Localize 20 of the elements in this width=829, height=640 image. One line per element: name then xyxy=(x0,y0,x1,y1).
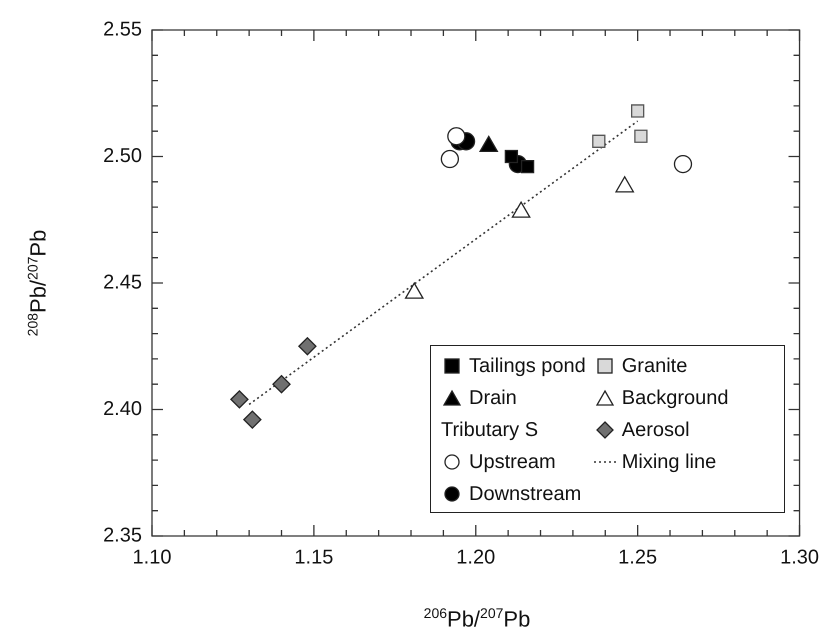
x-axis-title: $^{206}$Pb/$^{207}$Pb xyxy=(424,605,530,632)
x-tick-label: 1.10 xyxy=(132,546,172,569)
x-tick-label: 1.15 xyxy=(294,546,334,569)
y-tick-label: 2.50 xyxy=(103,145,142,168)
legend-label: Tailings pond xyxy=(469,354,586,378)
y-tick-label: 2.55 xyxy=(103,18,142,41)
legend-label: Background xyxy=(622,386,728,410)
legend-title: Tributary S xyxy=(441,418,540,442)
legend-label: Aerosol xyxy=(622,418,690,442)
legend-label: Mixing line xyxy=(622,450,716,474)
legend-label: Granite xyxy=(622,354,688,378)
x-tick-label: 1.25 xyxy=(618,546,658,569)
legend-label: Upstream xyxy=(469,450,556,474)
y-tick-label: 2.45 xyxy=(103,272,142,294)
x-tick-label: 1.20 xyxy=(456,546,496,569)
y-tick-label: 2.35 xyxy=(103,524,142,547)
x-tick-label: 1.30 xyxy=(780,546,820,569)
y-tick-label: 2.40 xyxy=(103,398,142,420)
legend-label: Drain xyxy=(469,386,517,410)
legend-label: Downstream xyxy=(469,482,582,506)
